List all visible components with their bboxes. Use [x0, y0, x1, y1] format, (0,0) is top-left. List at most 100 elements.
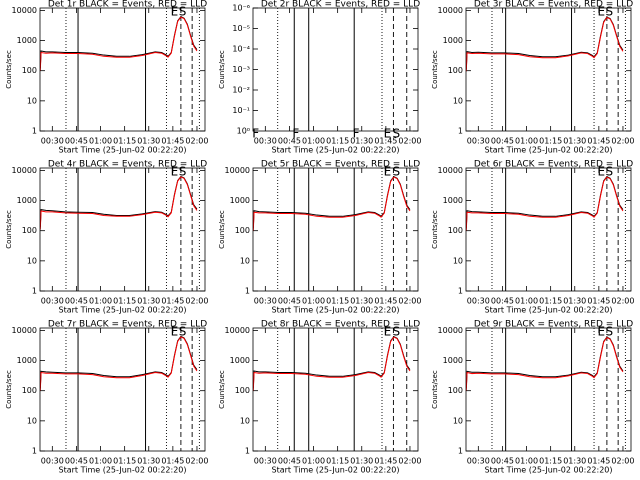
- x-tick-label: 01:45: [587, 297, 610, 306]
- x-tick-label: 00:45: [278, 297, 301, 306]
- x-tick-label: 00:45: [491, 137, 514, 146]
- x-tick-label: 01:30: [137, 457, 160, 466]
- y-tick-label: 100: [235, 386, 250, 395]
- y-axis-label: Counts/sec: [218, 370, 226, 409]
- y-tick-label: 1000: [17, 196, 37, 205]
- y-tick-label: 10⁻⁶: [232, 4, 250, 13]
- y-tick-label: 100: [235, 226, 250, 235]
- panel-title: Det 9r BLACK = Events, RED = LLD: [474, 320, 633, 330]
- x-tick-label: 01:45: [587, 457, 610, 466]
- annotation: F: [353, 126, 360, 140]
- y-tick-label: 10⁻⁴: [232, 45, 250, 54]
- panel: Det 4r BLACK = Events, RED = LLD Counts/s…: [5, 160, 208, 315]
- x-tick-label: 02:00: [398, 137, 421, 146]
- y-tick-label: 100: [22, 66, 37, 75]
- x-tick-label: 00:45: [65, 137, 88, 146]
- y-tick-label: 10⁰: [237, 127, 250, 136]
- panel-title: Det 4r BLACK = Events, RED = LLD: [48, 160, 207, 170]
- x-tick-label: 01:00: [302, 137, 325, 146]
- series-line: [466, 16, 624, 72]
- series-line: [466, 176, 624, 231]
- annotation: E: [597, 4, 605, 18]
- x-tick-label: 01:45: [161, 297, 184, 306]
- y-tick-label: 10: [240, 416, 250, 425]
- panel-title: Det 7r BLACK = Events, RED = LLD: [48, 320, 207, 330]
- annotation: E: [384, 324, 392, 338]
- plot-frame: [39, 167, 206, 292]
- x-tick-label: 00:30: [254, 457, 277, 466]
- y-tick-label: 1: [32, 127, 37, 136]
- x-tick-label: 01:15: [326, 457, 349, 466]
- y-tick-label: 1: [245, 287, 250, 296]
- y-tick-label: 10000: [12, 326, 37, 335]
- x-tick-label: 01:30: [563, 297, 586, 306]
- x-tick-label: 02:00: [185, 297, 208, 306]
- x-tick-label: 01:00: [302, 297, 325, 306]
- x-tick-label: 01:15: [539, 457, 562, 466]
- series-line: [253, 176, 411, 231]
- x-tick-label: 00:30: [41, 297, 64, 306]
- y-tick-label: 10⁻²: [232, 86, 250, 95]
- x-tick-label: 00:30: [467, 457, 490, 466]
- y-axis-label: Counts/sec: [5, 50, 13, 89]
- annotation: S: [392, 324, 400, 338]
- x-tick-label: 01:15: [326, 297, 349, 306]
- annotation: S: [179, 4, 187, 18]
- x-tick-label: 01:45: [161, 137, 184, 146]
- plot-frame: [252, 327, 419, 452]
- x-tick-label: 01:15: [113, 457, 136, 466]
- x-tick-label: 01:00: [89, 297, 112, 306]
- y-tick-label: 10: [27, 96, 37, 105]
- series-line: [40, 176, 198, 230]
- x-tick-label: 01:45: [374, 457, 397, 466]
- x-tick-label: 01:45: [374, 297, 397, 306]
- annotation: S: [605, 324, 613, 338]
- y-tick-label: 1: [458, 447, 463, 456]
- x-tick-label: 01:30: [350, 457, 373, 466]
- y-axis-label: Counts/sec: [5, 210, 13, 249]
- x-axis-label: Start Time (25-Jun-02 00:22:20): [485, 146, 613, 155]
- series-line: [253, 336, 411, 391]
- series-line: [40, 336, 198, 391]
- y-tick-label: 10: [453, 96, 463, 105]
- y-tick-label: 100: [448, 386, 463, 395]
- panel: Det 5r BLACK = Events, RED = LLD Counts/s…: [218, 160, 421, 315]
- y-axis-label: Counts/sec: [431, 210, 439, 249]
- panel: Det 1r BLACK = Events, RED = LLD Counts/s…: [5, 0, 208, 155]
- annotation: E: [384, 164, 392, 178]
- y-tick-label: 1: [458, 287, 463, 296]
- x-axis-label: Start Time (25-Jun-02 00:22:20): [59, 306, 187, 315]
- annotation: E: [597, 164, 605, 178]
- y-tick-label: 1000: [17, 36, 37, 45]
- annotation: S: [392, 126, 400, 140]
- plot-frame: [39, 327, 206, 452]
- plot-frame: [252, 7, 419, 132]
- annotation: E: [171, 4, 179, 18]
- y-tick-label: 1000: [443, 356, 463, 365]
- x-tick-label: 01:00: [89, 457, 112, 466]
- panel: Det 7r BLACK = Events, RED = LLD Counts/s…: [5, 320, 208, 475]
- y-tick-label: 1000: [17, 356, 37, 365]
- y-tick-label: 10: [453, 416, 463, 425]
- y-axis-label: Counts/sec: [431, 50, 439, 89]
- panel-title: Det 6r BLACK = Events, RED = LLD: [474, 160, 633, 170]
- annotation: E: [171, 324, 179, 338]
- panel-title: Det 5r BLACK = Events, RED = LLD: [261, 160, 420, 170]
- annotation: F: [252, 126, 259, 140]
- x-tick-label: 01:00: [302, 457, 325, 466]
- x-tick-label: 00:30: [254, 137, 277, 146]
- panel-title: Det 8r BLACK = Events, RED = LLD: [261, 320, 420, 330]
- x-tick-label: 01:15: [326, 137, 349, 146]
- series-line: [40, 16, 198, 71]
- y-axis-label: Counts/sec: [218, 210, 226, 249]
- y-tick-label: 1000: [443, 196, 463, 205]
- x-tick-label: 00:30: [41, 137, 64, 146]
- annotation: S: [179, 324, 187, 338]
- y-tick-label: 100: [448, 226, 463, 235]
- series-line: [466, 336, 624, 391]
- panel: Det 6r BLACK = Events, RED = LLD Counts/s…: [431, 160, 634, 315]
- y-tick-label: 100: [448, 66, 463, 75]
- y-tick-label: 10000: [438, 326, 463, 335]
